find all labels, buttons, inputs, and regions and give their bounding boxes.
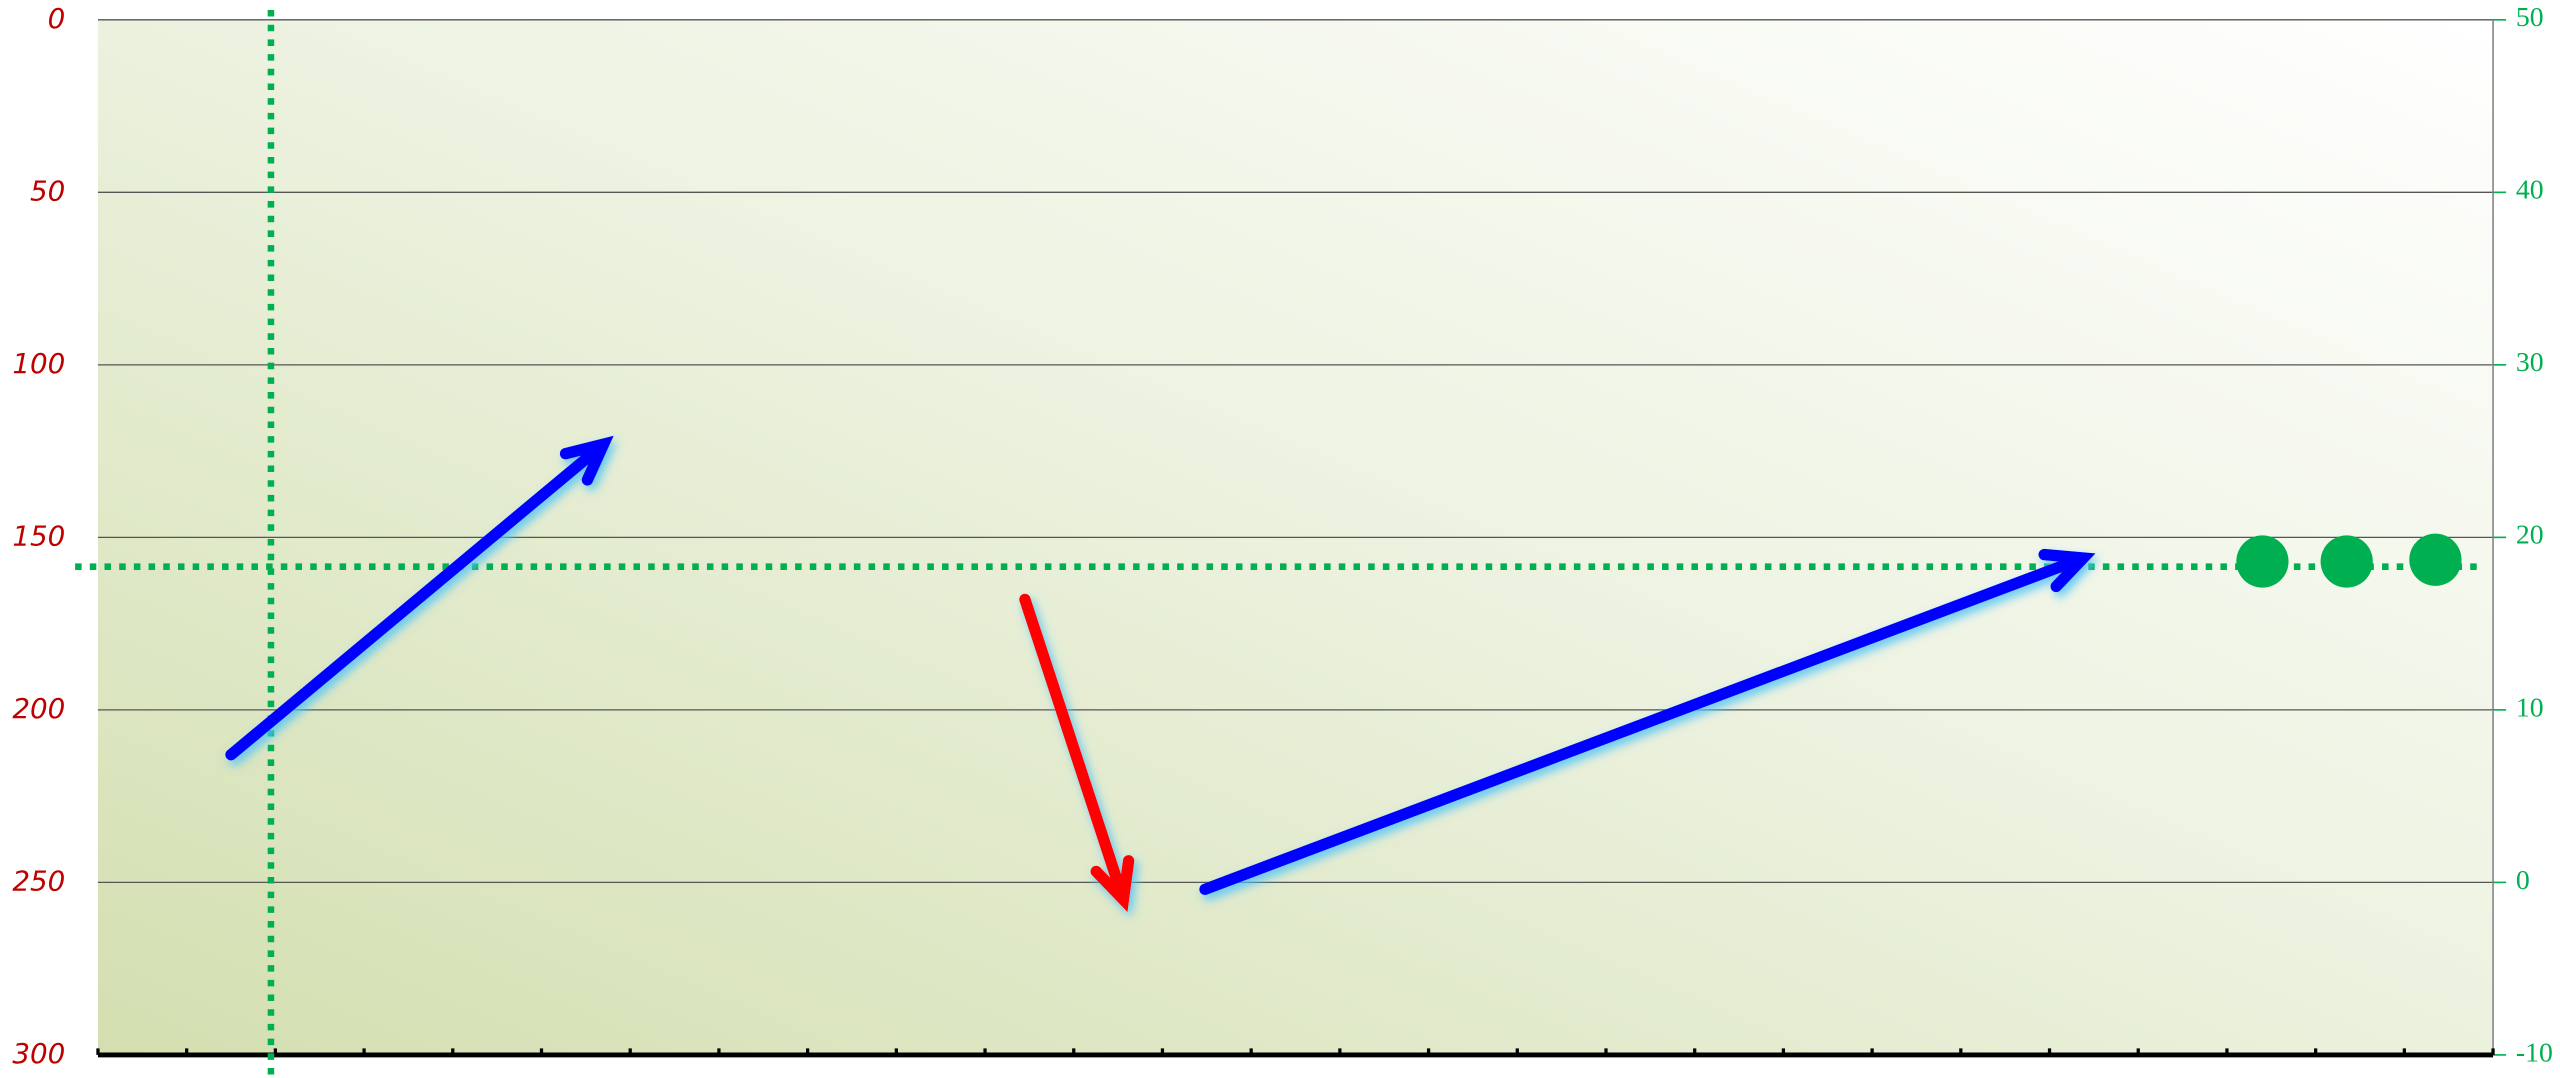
arrow (1199, 548, 2096, 896)
arrow (225, 435, 614, 761)
y2-tick-label: 40 (2516, 175, 2544, 206)
arrow (1019, 593, 1135, 913)
y-tick-label: 300 (12, 1037, 65, 1070)
y2-tick-label: 10 (2516, 692, 2544, 723)
y-tick-label: 150 (12, 519, 65, 552)
y2-tick-label: -10 (2516, 1037, 2553, 1068)
y-tick-label: 100 (12, 347, 65, 380)
y2-tick-label: 20 (2516, 520, 2544, 551)
point (2320, 535, 2373, 588)
y-tick-label: 250 (12, 864, 65, 897)
y2-tick-label: 30 (2516, 347, 2544, 378)
point (2409, 533, 2462, 586)
y2-tick-label: 0 (2516, 865, 2530, 896)
y2-tick-label: 50 (2516, 2, 2544, 33)
y-tick-label: 0 (48, 2, 66, 35)
y-tick-label: 200 (12, 692, 65, 725)
y-tick-label: 50 (30, 174, 65, 207)
point (2236, 535, 2289, 588)
